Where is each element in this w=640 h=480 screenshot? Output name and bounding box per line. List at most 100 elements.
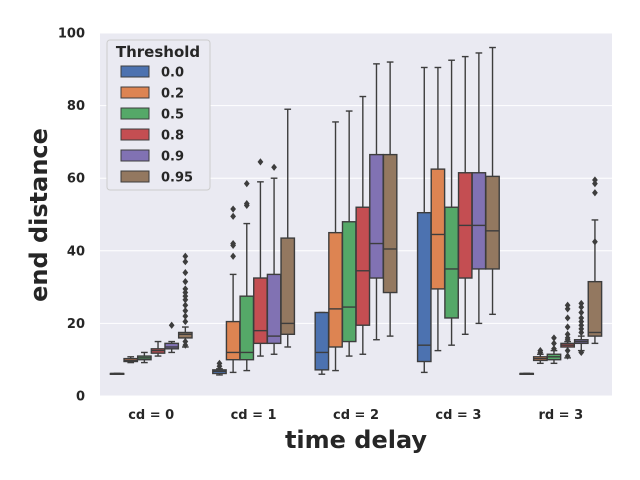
x-axis-title: time delay — [285, 426, 427, 454]
y-tick-label: 0 — [76, 390, 85, 405]
outlier-point — [182, 268, 189, 277]
box-iqr — [239, 295, 255, 361]
legend-item: 0.5 — [120, 107, 184, 123]
box-iqr — [328, 231, 343, 348]
outlier-point — [182, 337, 189, 346]
outlier-point — [578, 348, 585, 357]
outlier-point — [564, 305, 571, 313]
outlier-point — [592, 176, 598, 184]
legend-item: 0.95 — [120, 170, 193, 186]
outlier-point — [537, 347, 544, 355]
outlier-point — [551, 334, 557, 342]
box-0.9 — [164, 321, 180, 354]
box-iqr — [253, 277, 268, 345]
y-tick-labels: 0 20 40 60 80 100 — [58, 27, 85, 405]
box-0.8 — [150, 340, 166, 357]
box-0.8 — [560, 301, 576, 360]
outlier-point — [182, 292, 189, 300]
legend-swatch — [120, 86, 150, 99]
box-0.2 — [123, 356, 139, 364]
box-iqr — [471, 172, 487, 270]
outlier-point — [564, 352, 571, 360]
box-iqr — [355, 206, 371, 326]
outlier-point — [564, 330, 571, 338]
box-0.5 — [341, 110, 357, 357]
outlier-point — [230, 239, 236, 248]
outlier-point — [243, 200, 250, 208]
outlier-point — [578, 299, 585, 308]
outlier-point — [564, 323, 571, 331]
box-iqr — [430, 168, 446, 290]
y-tick-label: 60 — [67, 172, 85, 187]
outlier-point — [551, 345, 557, 353]
box-iqr — [266, 273, 282, 345]
box-0.0 — [314, 311, 330, 375]
box-0.2 — [225, 205, 241, 374]
x-tick-labels: cd = 0 cd = 1 cd = 2 cd = 3 rd = 3 — [128, 408, 583, 423]
legend-item: 0.0 — [120, 65, 184, 81]
y-tick-label: 100 — [58, 27, 85, 42]
legend-swatch — [120, 149, 150, 162]
outlier-point — [578, 321, 585, 329]
box-0.95 — [382, 61, 398, 337]
box-iqr — [485, 175, 500, 270]
outlier-point — [592, 238, 598, 246]
x-tick-label: cd = 0 — [128, 408, 174, 423]
x-tick-label: rd = 3 — [538, 408, 583, 423]
legend-swatch — [120, 170, 150, 183]
box-0.0 — [212, 359, 227, 376]
legend-item: 0.8 — [120, 128, 184, 144]
outlier-point — [182, 341, 189, 349]
y-tick-label: 40 — [67, 244, 85, 259]
legend-title: Threshold — [116, 43, 200, 61]
legend-item: 0.2 — [120, 86, 184, 102]
outlier-point — [271, 163, 277, 171]
outlier-point — [564, 334, 571, 342]
legend-label: 0.95 — [161, 171, 193, 186]
legend-label: 0.2 — [161, 87, 184, 102]
y-tick-label: 20 — [67, 317, 85, 332]
outlier-point — [578, 317, 585, 326]
outlier-point — [182, 285, 189, 293]
box-0.2 — [430, 66, 446, 352]
legend-label: 0.8 — [161, 129, 184, 144]
box-iqr — [280, 237, 296, 335]
box-iqr — [587, 280, 603, 337]
outlier-point — [230, 212, 236, 220]
box-0.0 — [416, 66, 432, 374]
outlier-point — [564, 347, 571, 355]
outlier-point — [168, 321, 175, 329]
outlier-point — [182, 307, 189, 315]
box-iqr — [225, 320, 241, 361]
outlier-point — [230, 205, 236, 213]
outlier-point — [564, 301, 571, 309]
legend-label: 0.0 — [161, 66, 184, 81]
outlier-point — [216, 359, 223, 367]
outlier-point — [592, 180, 598, 188]
legend-item: 0.9 — [120, 149, 184, 165]
x-tick-label: cd = 1 — [231, 408, 277, 423]
box-0.8 — [253, 158, 268, 357]
box-0.5 — [546, 334, 562, 365]
box-0.95 — [177, 252, 193, 349]
outlier-point — [578, 314, 585, 322]
box-0.0 — [519, 372, 535, 375]
outlier-point — [592, 189, 598, 197]
box-0.95 — [587, 176, 603, 345]
box-iqr — [382, 153, 398, 294]
outlier-point — [182, 258, 189, 266]
x-tick-label: cd = 3 — [435, 408, 481, 423]
legend-swatch — [120, 128, 150, 141]
outlier-point — [182, 278, 189, 286]
outlier-point — [257, 158, 264, 166]
boxes — [109, 46, 603, 376]
outlier-point — [578, 303, 585, 311]
box-0.0 — [109, 372, 125, 375]
x-tick-label: cd = 2 — [333, 408, 379, 423]
outlier-point — [551, 339, 557, 347]
box-0.2 — [328, 121, 343, 372]
outlier-point — [182, 252, 189, 260]
legend-label: 0.5 — [161, 108, 184, 123]
box-0.95 — [280, 108, 296, 348]
